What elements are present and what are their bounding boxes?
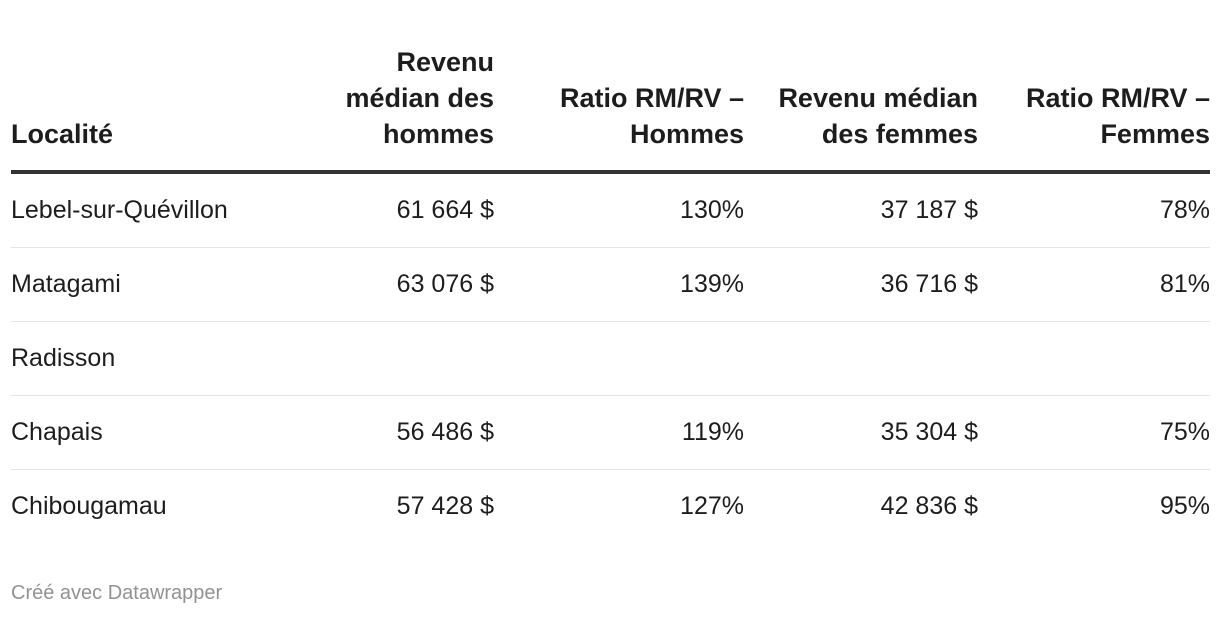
table-cell-ratio-femmes: 95% bbox=[1159, 492, 1210, 520]
table-cell-ratio-femmes bbox=[978, 321, 1210, 396]
table-cell-ratio-hommes: 130% bbox=[494, 172, 744, 248]
table-cell-revenu-femmes bbox=[744, 321, 978, 396]
column-header-revenu-femmes[interactable]: Revenu médian des femmes bbox=[744, 44, 978, 174]
table-cell-ratio-femmes: 78% bbox=[978, 172, 1210, 248]
header-row: Localité Revenu médian des hommes Ratio … bbox=[11, 44, 1210, 174]
table-cell-ratio-femmes: 75% bbox=[978, 395, 1210, 470]
table-row: Matagami 63 076 $ 139% 36 716 $ 81% bbox=[11, 247, 1210, 322]
table-cell-localite: Lebel-sur-Quévillon bbox=[11, 172, 301, 248]
table-cell-localite: Radisson bbox=[11, 321, 301, 396]
table-cell-revenu-femmes: 42 836 $ bbox=[880, 492, 978, 520]
table-cell-revenu-femmes: 36 716 $ bbox=[744, 247, 978, 322]
table-cell-revenu-hommes bbox=[301, 321, 494, 396]
column-header-localite[interactable]: Localité bbox=[11, 44, 301, 174]
column-header-ratio-hommes[interactable]: Ratio RM/RV – Hommes bbox=[494, 44, 744, 174]
table-cell-revenu-hommes: 56 486 $ bbox=[301, 395, 494, 470]
table-cell-localite: Chapais bbox=[11, 395, 301, 470]
footer-credit[interactable]: Créé avec Datawrapper bbox=[11, 582, 223, 604]
table-row: Chibougamau 57 428 $ 127% 42 836 $ 95% bbox=[11, 470, 1210, 544]
table-row: Chapais 56 486 $ 119% 35 304 $ 75% bbox=[11, 395, 1210, 470]
table-cell-ratio-femmes: 81% bbox=[978, 247, 1210, 322]
data-table-container: Localité Revenu médian des hommes Ratio … bbox=[11, 44, 1210, 543]
table-cell-ratio-hommes: 139% bbox=[494, 247, 744, 322]
table-cell-revenu-femmes: 37 187 $ bbox=[744, 172, 978, 248]
table-cell-revenu-hommes: 63 076 $ bbox=[301, 247, 494, 322]
table-cell-ratio-hommes: 119% bbox=[494, 395, 744, 470]
table-row: Radisson bbox=[11, 321, 1210, 396]
table-cell-localite: Matagami bbox=[11, 247, 301, 322]
column-header-revenu-hommes[interactable]: Revenu médian des hommes bbox=[301, 44, 494, 174]
table-cell-revenu-hommes: 57 428 $ bbox=[396, 492, 494, 520]
table-cell-revenu-femmes: 35 304 $ bbox=[744, 395, 978, 470]
table-row: Lebel-sur-Quévillon 61 664 $ 130% 37 187… bbox=[11, 172, 1210, 248]
data-table: Localité Revenu médian des hommes Ratio … bbox=[11, 44, 1210, 543]
table-cell-revenu-hommes: 61 664 $ bbox=[301, 172, 494, 248]
table-cell-ratio-hommes bbox=[494, 321, 744, 396]
table-cell-ratio-hommes: 127% bbox=[680, 492, 744, 520]
column-header-ratio-femmes[interactable]: Ratio RM/RV – Femmes bbox=[978, 44, 1210, 174]
table-cell-localite: Chibougamau bbox=[11, 492, 167, 520]
